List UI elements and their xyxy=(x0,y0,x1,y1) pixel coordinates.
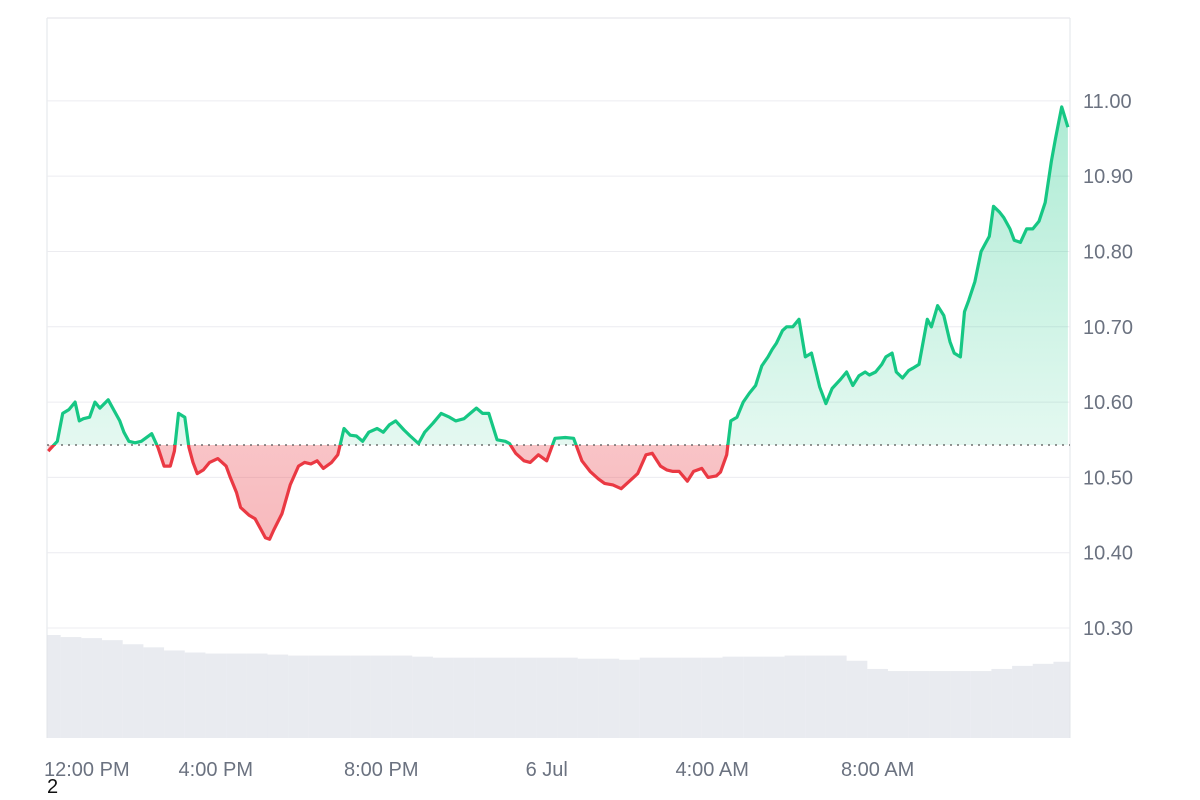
volume-bar xyxy=(184,652,206,738)
volume-bar xyxy=(681,657,702,738)
volume-bar xyxy=(143,647,165,738)
volume-bar xyxy=(784,655,806,738)
volume-bar xyxy=(598,658,620,738)
volume-bar xyxy=(329,655,351,738)
volume-bar xyxy=(557,657,578,738)
area-above-baseline xyxy=(48,106,1068,446)
area-below-baseline xyxy=(48,445,728,540)
volume-bar xyxy=(722,656,744,738)
volume-bar xyxy=(246,653,268,738)
volume-bar xyxy=(60,637,82,738)
volume-bar xyxy=(102,640,123,738)
volume-bar xyxy=(846,660,868,738)
price-line-up xyxy=(51,105,1070,446)
volume-bar xyxy=(743,656,764,738)
x-tick-label: 8:00 PM xyxy=(344,759,418,781)
volume-bar xyxy=(47,635,61,738)
y-tick-label: 10.80 xyxy=(1083,241,1133,263)
volume-bar xyxy=(164,650,185,738)
volume-bar xyxy=(1012,665,1033,738)
volume-bar xyxy=(763,656,785,738)
volume-bar xyxy=(81,638,103,738)
volume-bar xyxy=(929,671,951,738)
y-tick-label: 10.70 xyxy=(1083,317,1133,339)
volume-bar xyxy=(825,655,847,738)
price-line-down xyxy=(47,445,730,541)
x-tick-label: 6 Jul xyxy=(526,759,568,781)
y-tick-label: 11.00 xyxy=(1083,91,1132,113)
y-tick-label: 10.50 xyxy=(1083,467,1133,489)
volume-bar xyxy=(908,671,930,738)
volume-bar xyxy=(1032,663,1054,738)
volume-bar xyxy=(122,644,144,738)
price-area xyxy=(48,106,1068,540)
y-tick-label: 10.40 xyxy=(1083,543,1133,565)
volume-bar xyxy=(536,657,558,738)
volume-bar xyxy=(950,671,971,738)
x-tick-label: 12:00 PM xyxy=(44,759,130,781)
price-line xyxy=(47,105,1070,541)
x-tick-label: 4:00 PM xyxy=(179,759,253,781)
volume-bar xyxy=(639,657,661,738)
footnote-label: 2 xyxy=(47,776,59,798)
volume-bar xyxy=(308,655,330,738)
volume-bar xyxy=(701,657,723,738)
y-tick-label: 10.60 xyxy=(1083,392,1133,414)
volume-bars xyxy=(47,635,1070,738)
volume-bar xyxy=(515,657,537,738)
volume-bar xyxy=(412,656,433,738)
volume-bar xyxy=(370,655,392,738)
volume-bar xyxy=(867,668,888,738)
volume-bar xyxy=(991,668,1013,738)
x-axis: 12:00 PM 4:00 PM 8:00 PM 6 Jul 4:00 AM 8:00 A… xyxy=(44,759,914,781)
volume-bar xyxy=(495,657,516,738)
volume-bar xyxy=(1053,661,1070,738)
volume-bar xyxy=(391,655,413,738)
x-tick-label: 8:00 AM xyxy=(841,759,914,781)
volume-bar xyxy=(288,655,309,738)
grid-lines xyxy=(46,17,1071,738)
volume-bar xyxy=(226,653,247,738)
volume-bar xyxy=(205,653,227,738)
volume-bar xyxy=(805,655,826,738)
y-tick-label: 10.30 xyxy=(1083,618,1133,640)
volume-bar xyxy=(577,658,599,738)
volume-bar xyxy=(660,657,682,738)
volume-bar xyxy=(432,657,454,738)
volume-bar xyxy=(887,671,909,738)
volume-bar xyxy=(970,671,992,738)
y-tick-label: 10.90 xyxy=(1083,166,1133,188)
volume-bar xyxy=(453,657,475,738)
x-tick-label: 4:00 AM xyxy=(675,759,748,781)
volume-bar xyxy=(267,654,289,738)
y-axis: 11.00 10.90 10.80 10.70 10.60 10.50 10.40 10.30 xyxy=(1083,91,1133,640)
volume-bar xyxy=(619,659,640,738)
volume-bar xyxy=(474,657,496,738)
volume-bar xyxy=(350,655,371,738)
